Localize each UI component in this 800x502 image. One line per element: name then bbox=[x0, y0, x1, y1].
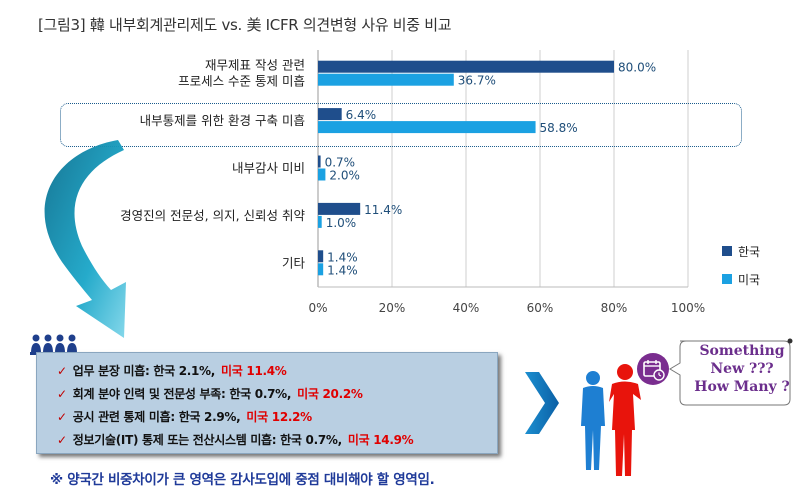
data-label: 58.8% bbox=[540, 121, 578, 135]
data-label: 11.4% bbox=[364, 203, 402, 217]
callout-line-1: Something bbox=[699, 343, 785, 359]
check-icon: ✓ bbox=[57, 387, 67, 401]
category-label: 내부감사 미비 bbox=[232, 161, 305, 176]
bar-korea bbox=[318, 250, 324, 263]
footnote: ※ 양국간 비중차이가 큰 영역은 감사도입에 중점 대비해야 할 영역임. bbox=[50, 472, 435, 488]
callout-text: Something New ??? How Many ? bbox=[690, 342, 794, 396]
business-people-icon bbox=[581, 364, 641, 476]
category-label: 프로세스 수준 통제 미흡 bbox=[178, 74, 305, 89]
callout-bubble bbox=[669, 338, 793, 406]
legend-label: 미국 bbox=[738, 273, 760, 287]
check-icon: ✓ bbox=[57, 364, 67, 378]
bar-korea bbox=[318, 60, 614, 73]
category-label: 경영진의 전문성, 의지, 신뢰성 취약 bbox=[120, 208, 305, 223]
finding-item: ✓ 정보기술(IT) 통제 또는 전산시스템 미흡: 한국 0.7%, 미국 14.… bbox=[57, 433, 414, 447]
bar-korea bbox=[318, 202, 361, 215]
x-tick-label: 0% bbox=[308, 301, 327, 315]
bar-us bbox=[318, 263, 324, 276]
category-label: 기타 bbox=[282, 255, 306, 270]
data-label: 80.0% bbox=[618, 61, 656, 75]
data-label: 36.7% bbox=[458, 74, 496, 88]
category-label: 재무제표 작성 관련 bbox=[205, 58, 305, 73]
data-label: 6.4% bbox=[346, 108, 377, 122]
x-tick-label: 40% bbox=[453, 301, 480, 315]
bar-us bbox=[318, 73, 454, 86]
finding-item: ✓ 회계 분야 인력 및 전문성 부족: 한국 0.7%, 미국 20.2% bbox=[57, 387, 363, 401]
x-tick-label: 80% bbox=[601, 301, 628, 315]
callout-line-3: How Many ? bbox=[694, 379, 790, 395]
data-label: 0.7% bbox=[325, 156, 356, 170]
check-icon: ✓ bbox=[57, 433, 67, 447]
bars bbox=[318, 60, 614, 276]
bar-us bbox=[318, 121, 536, 134]
legend-swatch bbox=[722, 246, 732, 256]
bar-us bbox=[318, 168, 326, 181]
data-label: 1.4% bbox=[327, 263, 358, 277]
check-icon: ✓ bbox=[57, 410, 67, 424]
grid-lines bbox=[317, 50, 689, 288]
highlight-box bbox=[60, 103, 742, 147]
legend-swatch bbox=[722, 274, 732, 284]
data-label: 1.0% bbox=[326, 216, 357, 230]
chevron-right-icon bbox=[525, 372, 559, 434]
clock-calendar-icon bbox=[636, 352, 670, 390]
data-label: 1.4% bbox=[327, 250, 358, 264]
callout-line-2: New ??? bbox=[710, 361, 774, 377]
x-tick-label: 60% bbox=[527, 301, 554, 315]
x-tick-label: 100% bbox=[671, 301, 705, 315]
category-label: 내부통제를 위한 환경 구축 미흡 bbox=[140, 113, 305, 128]
legend-label: 한국 bbox=[738, 245, 760, 259]
data-label: 2.0% bbox=[329, 169, 360, 183]
chart-title: [그림3] 韓 내부회계관리제도 vs. 美 ICFR 의견변형 사유 비중 비… bbox=[38, 16, 452, 34]
bar-korea bbox=[318, 108, 342, 121]
x-tick-label: 20% bbox=[379, 301, 406, 315]
finding-item: ✓ 공시 관련 통제 미흡: 한국 2.9%, 미국 12.2% bbox=[57, 410, 312, 424]
bar-us bbox=[318, 215, 322, 228]
bar-korea bbox=[318, 155, 321, 168]
findings-box: ✓ 업무 분장 미흡: 한국 2.1%, 미국 11.4% ✓ 회계 분야 인력 및 … bbox=[36, 352, 498, 454]
finding-item: ✓ 업무 분장 미흡: 한국 2.1%, 미국 11.4% bbox=[57, 364, 287, 378]
